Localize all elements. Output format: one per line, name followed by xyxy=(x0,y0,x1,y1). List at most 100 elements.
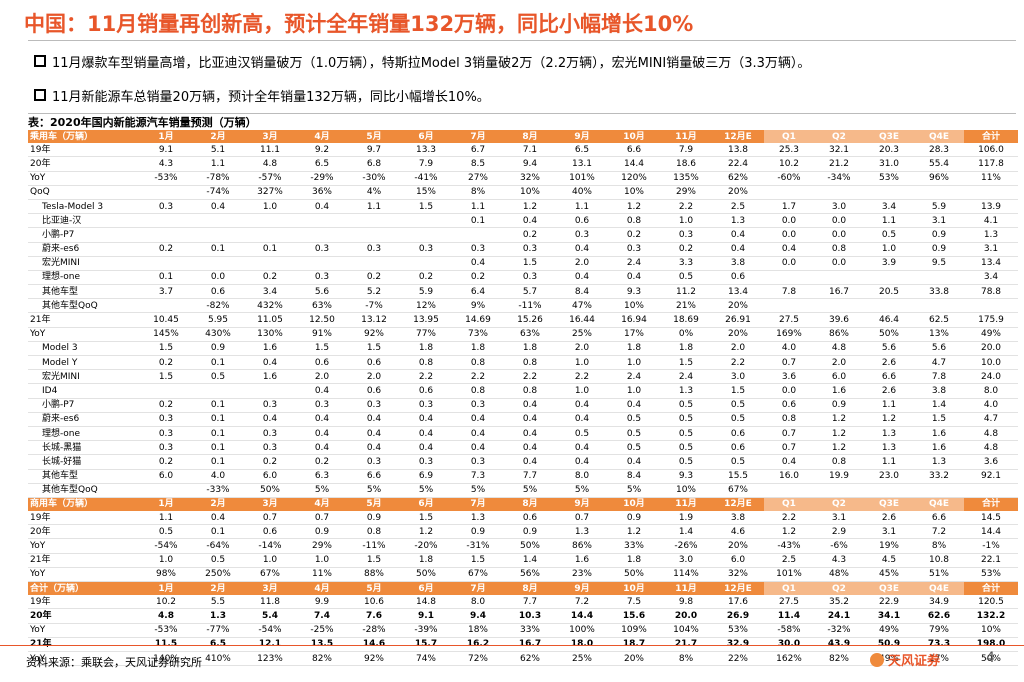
table-cell: 0.4 xyxy=(556,270,608,286)
table-cell: 2.2 xyxy=(504,369,556,385)
table-cell: 0.4 xyxy=(348,440,400,456)
table-cell: -74% xyxy=(192,185,244,200)
table-cell: 32.1 xyxy=(814,143,864,158)
table-cell: 0.1 xyxy=(140,270,192,286)
table-cell: 1.5 xyxy=(660,355,712,371)
table-cell: 0.3 xyxy=(452,398,504,413)
table-cell: 0.3 xyxy=(400,398,452,413)
table-cell: 13.8 xyxy=(712,143,764,158)
table-cell: 11% xyxy=(296,567,348,583)
table-cell: 32% xyxy=(504,171,556,186)
table-cell: 1.1 xyxy=(140,511,192,526)
table-cell: 53% xyxy=(964,567,1018,583)
table-cell: 62% xyxy=(504,651,556,667)
table-cell: 13% xyxy=(914,327,964,342)
table-cell: 4.7 xyxy=(914,355,964,371)
table-cell: 7.3 xyxy=(452,469,504,484)
row-label: 理想-one xyxy=(28,426,140,442)
table-cell: 0.5 xyxy=(140,524,192,540)
table-cell: 0.5 xyxy=(608,426,660,442)
table-cell: 0.8 xyxy=(400,355,452,371)
table-cell: 53% xyxy=(712,623,764,638)
table-row: QoQ -74% 327% 36% 4% 15% 8% 10% 40% 10% 29% 20% xyxy=(28,185,1018,200)
table-cell: 0.4 xyxy=(192,199,244,215)
table-cell: 114% xyxy=(660,567,712,583)
table-cell: 9.8 xyxy=(660,595,712,610)
table-cell: 0.8 xyxy=(814,454,864,470)
table-cell: -7% xyxy=(348,298,400,314)
table-cell: 0.4 xyxy=(712,227,764,243)
table-cell: 0.9 xyxy=(608,511,660,526)
table-cell: 14.8 xyxy=(400,595,452,610)
row-label: Model 3 xyxy=(28,341,140,357)
table-cell: -57% xyxy=(244,171,296,186)
table-cell: 3.4 xyxy=(864,199,914,215)
table-cell: 0.4 xyxy=(452,412,504,427)
section-title: 乘用车（万辆） xyxy=(28,130,140,144)
table-cell: -53% xyxy=(140,623,192,638)
empty-cell xyxy=(140,383,192,399)
table-cell: -1% xyxy=(964,538,1018,554)
table-cell: 0.9 xyxy=(296,524,348,540)
table-cell: 0.6 xyxy=(712,440,764,456)
table-cell: 1.3 xyxy=(964,227,1018,243)
table-cell: 4.1 xyxy=(964,213,1018,229)
table-cell: 8% xyxy=(452,185,504,200)
table-cell: 0.6 xyxy=(712,270,764,286)
table-row: YoY -53% -77% -54% -25% -28% -39% 18% 33% 100% 109… xyxy=(28,623,1018,638)
column-header: 6月 xyxy=(400,130,452,144)
table-cell: 25% xyxy=(556,327,608,342)
table-cell: 6.5 xyxy=(192,637,244,652)
table-cell: 0.4 xyxy=(556,242,608,257)
table-cell: 0.1 xyxy=(452,213,504,229)
table-cell: 0.9 xyxy=(914,242,964,257)
table-cell: 20% xyxy=(712,298,764,314)
row-label: 小鹏-P7 xyxy=(28,398,140,413)
table-cell: 11% xyxy=(964,171,1018,186)
table-cell: 1.1 xyxy=(864,398,914,413)
slide-title: 中国：11月销量再创新高，预计全年销量132万辆，同比小幅增长10% xyxy=(24,12,694,36)
table-cell: 135% xyxy=(660,171,712,186)
table-cell: 1.8 xyxy=(608,341,660,357)
table-cell: 46.4 xyxy=(864,312,914,328)
table-cell: 9.7 xyxy=(348,143,400,158)
table-cell: 0.3 xyxy=(140,412,192,427)
table-cell: 1.3 xyxy=(712,213,764,229)
table-cell: 10.6 xyxy=(348,595,400,610)
table-cell: 5.4 xyxy=(244,608,296,624)
table-cell: 120.5 xyxy=(964,595,1018,610)
table-cell: 5% xyxy=(608,483,660,498)
empty-cell xyxy=(400,227,452,243)
row-label: 其他车型 xyxy=(28,469,140,484)
table-cell: 1.0 xyxy=(244,553,296,568)
table-cell: 33.2 xyxy=(914,469,964,484)
table-cell: 5.9 xyxy=(914,199,964,215)
empty-cell xyxy=(140,227,192,243)
row-label: 其他车型QoQ xyxy=(28,483,140,498)
table-cell: 5.95 xyxy=(192,312,244,328)
table-cell: 132.2 xyxy=(964,608,1018,624)
table-cell: 0.0 xyxy=(764,256,814,271)
table-row: 小鹏-P7 0.2 0.1 0.3 0.3 0.3 0.3 0.3 0.4 0.4 0.4 0.5 0.… xyxy=(28,398,1018,413)
table-cell: 7.8 xyxy=(914,369,964,385)
table-cell: 0.0 xyxy=(814,256,864,271)
empty-cell xyxy=(764,185,814,200)
table-cell: -39% xyxy=(400,623,452,638)
table-cell: 120% xyxy=(608,171,660,186)
table-cell: 106.0 xyxy=(964,143,1018,158)
column-header: 1月 xyxy=(140,130,192,144)
table-row: 比亚迪-汉 0.1 0.4 0.6 0.8 1.0 1.3 0.0 0.0 1.1 3.1 4.1 xyxy=(28,213,1018,229)
table-cell: 0.3 xyxy=(348,454,400,470)
table-cell: 62.5 xyxy=(914,312,964,328)
table-cell: 1.5 xyxy=(140,369,192,385)
table-cell: 0.6 xyxy=(764,398,814,413)
empty-cell xyxy=(140,483,192,498)
table-cell: 7.4 xyxy=(296,608,348,624)
table-cell: 0.7 xyxy=(764,440,814,456)
row-label: 比亚迪-汉 xyxy=(28,213,140,229)
table-cell: 14.6 xyxy=(348,637,400,652)
table-cell: 1.3 xyxy=(864,440,914,456)
table-cell: 50% xyxy=(608,567,660,583)
table-cell: 1.0 xyxy=(140,553,192,568)
table-cell: 30.0 xyxy=(764,637,814,652)
